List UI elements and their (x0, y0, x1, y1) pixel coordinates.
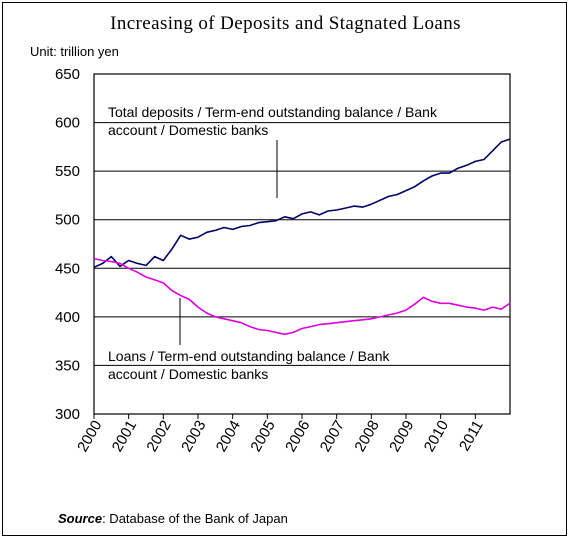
annotations: Total deposits / Term-end outstanding ba… (108, 104, 438, 382)
y-tick-label: 450 (55, 260, 80, 277)
y-tick-label: 400 (55, 309, 80, 326)
series-line-loans (93, 257, 511, 336)
y-axis-ticks: 300 350 400 450 500 550 600 650 (55, 66, 80, 423)
x-tick-label: 2006 (282, 418, 313, 455)
annotation-text: account / Domestic banks (108, 122, 268, 138)
x-tick-label: 2005 (247, 418, 278, 455)
annotation-text: Loans / Term-end outstanding balance / B… (108, 348, 390, 364)
x-tick-label: 2003 (178, 418, 209, 455)
chart-title: Increasing of Deposits and Stagnated Loa… (110, 13, 461, 34)
series-line-deposits (93, 138, 511, 269)
annotation-text: account / Domestic banks (108, 366, 268, 382)
y-tick-label: 350 (55, 357, 80, 374)
annotation-text: Total deposits / Term-end outstanding ba… (108, 104, 438, 120)
y-tick-label: 650 (55, 66, 80, 83)
series-lines (93, 138, 511, 336)
x-tick-label: 2000 (74, 418, 105, 455)
y-tick-label: 550 (55, 163, 80, 180)
x-axis-ticks: 2000 2001 2002 2003 2004 2005 2006 2007 2008 2009… (74, 414, 487, 455)
x-tick-label: 2007 (317, 418, 348, 455)
source-text: : Database of the Bank of Japan (102, 511, 288, 526)
y-tick-label: 600 (55, 115, 80, 132)
plot-area (93, 73, 511, 415)
x-tick-label: 2008 (351, 418, 382, 455)
x-tick-label: 2002 (143, 418, 174, 455)
x-tick-label: 2001 (109, 418, 140, 455)
unit-label: Unit: trillion yen (30, 44, 119, 59)
source-label: Source (58, 511, 103, 526)
x-tick-label: 2004 (213, 418, 244, 455)
x-tick-label: 2011 (456, 418, 487, 454)
source-note: Source: Database of the Bank of Japan (58, 511, 288, 526)
x-tick-label: 2010 (421, 418, 452, 455)
y-tick-label: 300 (55, 406, 80, 423)
gridlines (94, 122, 510, 366)
y-tick-label: 500 (55, 212, 80, 229)
x-tick-label: 2009 (386, 418, 417, 455)
